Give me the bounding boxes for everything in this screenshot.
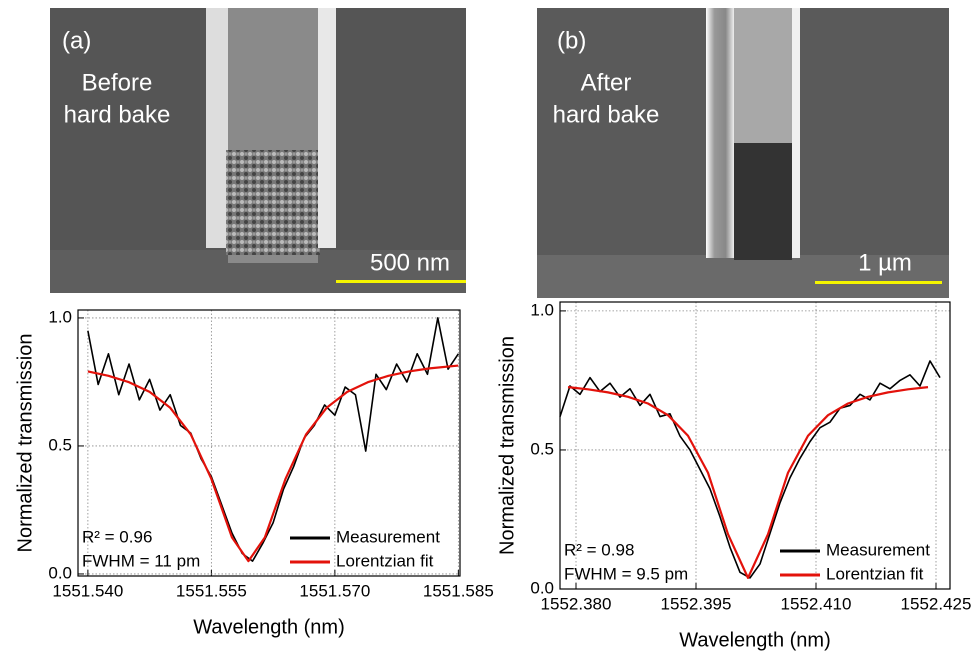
x-axis-label: Wavelength (nm) (193, 616, 345, 638)
x-tick-label: 1551.585 (423, 581, 494, 600)
y-tick-label: 0.0 (530, 578, 554, 597)
panel-label: (b) (557, 27, 586, 54)
y-tick-label: 1.0 (48, 307, 72, 326)
y-axis-label: Normalized transmission (14, 334, 36, 553)
scale-bar-label: 500 nm (370, 249, 450, 276)
x-tick-label: 1552.410 (781, 594, 852, 613)
x-tick-label: 1551.540 (52, 581, 123, 600)
x-axis-label: Wavelength (nm) (679, 629, 831, 651)
plot-frame (559, 301, 951, 590)
legend-label: Measurement (826, 540, 930, 559)
annotation: R² = 0.96 (82, 527, 152, 546)
data-line (567, 386, 929, 579)
x-tick-label: 1552.425 (901, 594, 972, 613)
plot-frame (77, 309, 461, 577)
sem-image-a (50, 8, 466, 293)
y-axis-label: Normalized transmission (496, 336, 518, 555)
image-caption: hard bake (553, 101, 660, 128)
x-tick-label: 1552.395 (661, 594, 732, 613)
plot: 1551.540 1551.555 1551.570 1551.585 0.0 0.5 1.… (14, 307, 494, 638)
image-caption: Before (82, 69, 153, 96)
x-tick-label: 1551.570 (299, 581, 370, 600)
image-caption: hard bake (64, 101, 171, 128)
legend-label: Lorentzian fit (336, 551, 434, 570)
x-tick-label: 1552.380 (541, 594, 612, 613)
annotation: FWHM = 11 pm (82, 551, 200, 570)
annotation: FWHM = 9.5 pm (564, 564, 688, 583)
image-caption: After (581, 69, 632, 96)
y-tick-label: 1.0 (530, 300, 554, 319)
plot: 1552.380 1552.395 1552.410 1552.425 0.0 0.5 1.… (496, 300, 971, 651)
scale-bar-label: 1 µm (858, 249, 912, 276)
data-line (559, 360, 941, 579)
legend-label: Measurement (336, 527, 440, 546)
y-tick-label: 0.0 (48, 563, 72, 582)
annotation: R² = 0.98 (564, 540, 634, 559)
y-tick-label: 0.5 (48, 435, 72, 454)
sem-image-b (537, 8, 949, 298)
panel-label: (a) (62, 27, 91, 54)
x-tick-label: 1551.555 (176, 581, 247, 600)
legend-label: Lorentzian fit (826, 564, 924, 583)
data-line (87, 317, 460, 562)
data-line (87, 364, 459, 563)
y-tick-label: 0.5 (530, 439, 554, 458)
